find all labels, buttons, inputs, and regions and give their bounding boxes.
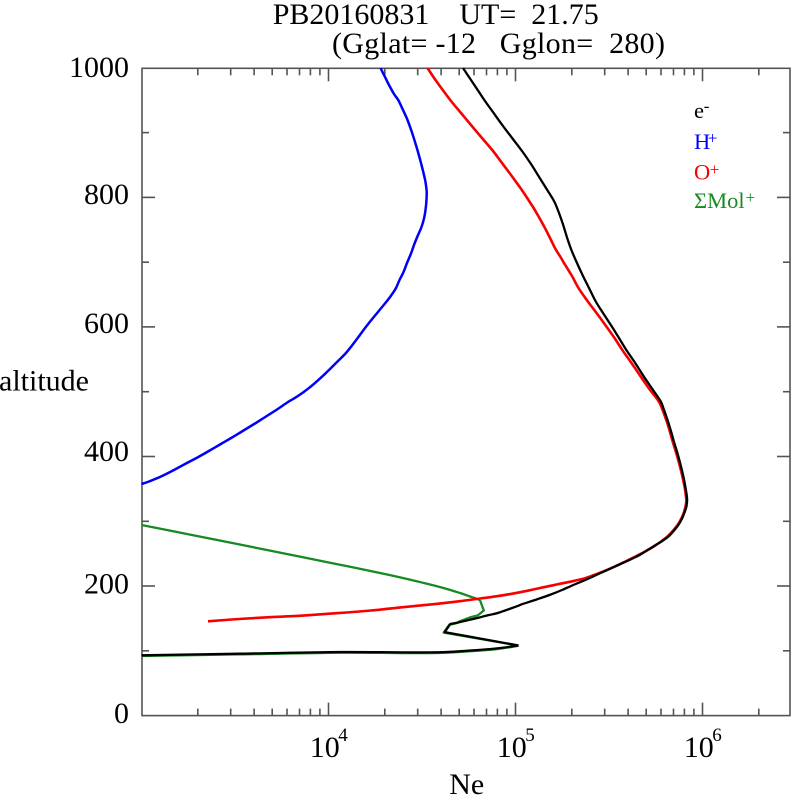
svg-text:altitude: altitude xyxy=(0,364,89,397)
svg-text:10: 10 xyxy=(310,731,340,764)
svg-text:+: + xyxy=(746,188,756,207)
svg-text:1000: 1000 xyxy=(69,51,129,84)
svg-text:5: 5 xyxy=(525,725,535,746)
svg-text:H: H xyxy=(694,129,710,154)
svg-text:e: e xyxy=(694,98,704,123)
svg-text:10: 10 xyxy=(684,731,714,764)
svg-text:Ne: Ne xyxy=(449,768,484,796)
svg-text:(Gglat= -12 Gglon= 280): (Gglat= -12 Gglon= 280) xyxy=(332,27,665,60)
svg-text:400: 400 xyxy=(84,435,129,468)
svg-text:200: 200 xyxy=(84,568,129,601)
svg-text:600: 600 xyxy=(84,307,129,340)
svg-text:PB20160831 UT= 21.75: PB20160831 UT= 21.75 xyxy=(273,0,599,31)
svg-text:+: + xyxy=(710,160,720,179)
svg-text:4: 4 xyxy=(338,725,348,746)
svg-text:+: + xyxy=(708,128,718,147)
svg-text:6: 6 xyxy=(712,725,722,746)
svg-text:800: 800 xyxy=(84,178,129,211)
svg-text:0: 0 xyxy=(114,697,129,730)
svg-text:ΣMol: ΣMol xyxy=(694,188,745,213)
svg-text:10: 10 xyxy=(497,731,527,764)
svg-text:-: - xyxy=(704,97,710,116)
svg-text:O: O xyxy=(694,160,710,185)
